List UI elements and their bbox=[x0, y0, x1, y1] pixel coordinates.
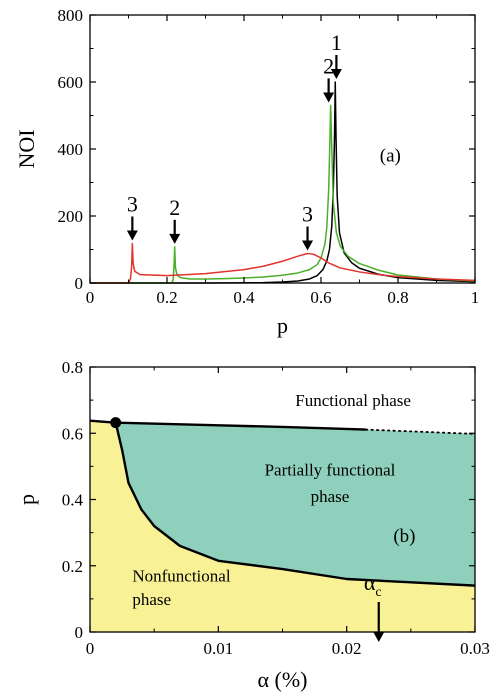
panel-b: 0 0.01 0.02 0.03 0 0.2 0.4 0.6 0.8 Functional ph… bbox=[14, 358, 490, 692]
series-3-line bbox=[90, 242, 476, 284]
panel-a-x-tick-label: 0.2 bbox=[156, 288, 177, 307]
critical-point-marker bbox=[110, 417, 122, 429]
panel-b-label: (b) bbox=[393, 526, 415, 547]
region-partially-functional bbox=[115, 422, 476, 586]
panel-a-label: (a) bbox=[380, 146, 401, 167]
panel-a-x-tick-label: 0.6 bbox=[310, 288, 331, 307]
peak-arrow-number: 2 bbox=[323, 53, 334, 78]
panel-b-x-tick-label: 0.03 bbox=[460, 639, 490, 658]
panel-b-y-tick-label: 0.6 bbox=[62, 424, 83, 443]
panel-b-boundaries bbox=[89, 417, 476, 587]
peak-arrow-1 bbox=[330, 55, 342, 79]
panel-a-series bbox=[90, 81, 476, 284]
peak-arrow-number: 1 bbox=[331, 30, 342, 55]
panel-b-y-tick-label: 0.2 bbox=[62, 557, 83, 576]
panel-a-y-tick-label: 0 bbox=[75, 274, 84, 293]
region-label-functional: Functional phase bbox=[295, 391, 411, 410]
peak-arrow-number: 3 bbox=[302, 202, 313, 227]
panel-a-x-tick-label: 0.4 bbox=[233, 288, 255, 307]
panel-a-ticks: 0 0.2 0.4 0.6 0.8 1 0 200 400 600 800 bbox=[58, 6, 480, 307]
panel-b-ticks: 0 0.01 0.02 0.03 0 0.2 0.4 0.6 0.8 bbox=[62, 358, 490, 658]
peak-arrow-4 bbox=[169, 219, 181, 244]
panel-b-x-axis-title: α (%) bbox=[257, 667, 307, 692]
panel-a-y-tick-label: 200 bbox=[58, 207, 84, 226]
region-nonfunctional bbox=[90, 420, 475, 632]
panel-a-x-tick-label: 0.8 bbox=[387, 288, 408, 307]
series-2-line bbox=[90, 104, 476, 284]
panel-a-y-tick-label: 800 bbox=[58, 6, 84, 25]
panel-b-y-tick-label: 0.4 bbox=[62, 491, 84, 510]
region-label-nonfunctional-line2: phase bbox=[132, 590, 171, 609]
peak-arrow-5 bbox=[126, 216, 138, 241]
panel-b-x-tick-label: 0.01 bbox=[203, 639, 233, 658]
panel-a-y-tick-label: 600 bbox=[58, 73, 84, 92]
panel-a-y-tick-label: 400 bbox=[58, 140, 84, 159]
series-1-line bbox=[90, 81, 476, 284]
peak-arrow-number: 2 bbox=[169, 195, 180, 220]
lower-phase-boundary bbox=[114, 422, 476, 587]
alpha-c-arrow bbox=[373, 602, 385, 642]
panel-a-frame bbox=[89, 14, 476, 284]
upper-phase-boundary-dotted bbox=[365, 428, 476, 435]
peak-arrow-number: 3 bbox=[127, 191, 138, 216]
panel-b-x-tick-label: 0 bbox=[86, 639, 95, 658]
peak-arrow-2 bbox=[323, 78, 335, 103]
panel-b-y-tick-label: 0 bbox=[75, 623, 84, 642]
panel-b-regions bbox=[90, 367, 476, 632]
region-label-nonfunctional-line1: Nonfunctional bbox=[132, 567, 230, 586]
peak-arrow-3 bbox=[302, 226, 314, 251]
panel-a-x-tick-label: 1 bbox=[471, 288, 480, 307]
panel-b-y-tick-label: 0.8 bbox=[62, 358, 83, 377]
panel-b-x-tick-label: 0.02 bbox=[332, 639, 362, 658]
region-label-partial-line2: phase bbox=[311, 487, 350, 506]
upper-phase-boundary bbox=[89, 419, 366, 431]
panel-a-y-axis-title: NOI bbox=[14, 129, 39, 168]
region-label-partial-line1: Partially functional bbox=[265, 461, 396, 480]
panel-a-x-axis-title: p bbox=[277, 313, 288, 338]
alpha-c-down-arrow bbox=[373, 602, 385, 642]
panel-a-x-tick-label: 0 bbox=[86, 288, 95, 307]
panel-b-y-axis-title: p bbox=[14, 494, 39, 505]
alpha-c-label: αc bbox=[364, 570, 382, 600]
